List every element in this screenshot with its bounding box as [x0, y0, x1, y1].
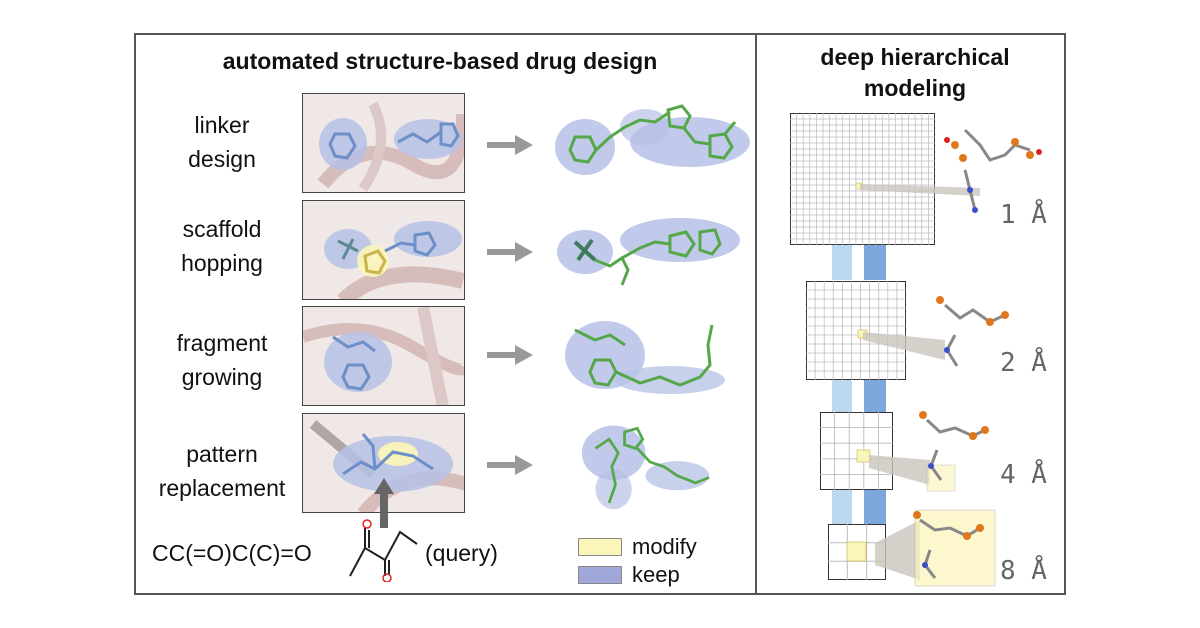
task-label-line2: design — [188, 146, 256, 172]
title-line1: deep hierarchical — [820, 44, 1010, 70]
grid-8A — [828, 524, 886, 580]
task-label-pattern-replacement: pattern replacement — [137, 437, 307, 505]
legend-keep-swatch — [578, 566, 622, 584]
task-label-fragment-growing: fragment growing — [147, 326, 297, 394]
task-label-line1: scaffold — [182, 216, 262, 242]
column-dark — [864, 490, 886, 524]
resolution-label-2A: 2 Å — [1000, 348, 1047, 378]
column-light — [832, 245, 852, 280]
query-smiles: CC(=O)C(C)=O — [152, 540, 312, 566]
right-panel-title: deep hierarchical modeling — [770, 42, 1060, 104]
linker-design-input-panel — [302, 93, 465, 193]
legend-modify-swatch — [578, 538, 622, 556]
task-label-line2: growing — [181, 364, 263, 390]
task-label-line1: pattern — [186, 441, 258, 467]
column-dark — [864, 380, 886, 412]
molecule-1 — [963, 128, 1031, 211]
legend-modify-label: modify — [632, 534, 697, 559]
task-label-linker-design: linker design — [147, 108, 297, 176]
resolution-label-1A: 1 Å — [1000, 200, 1047, 230]
task-label-line1: linker — [194, 112, 250, 138]
legend-keep-label: keep — [632, 562, 680, 587]
linker-design-result — [555, 104, 750, 175]
pattern-replacement-input-panel — [302, 413, 465, 513]
arrow-right-icon — [487, 345, 533, 365]
pattern-replacement-result — [581, 425, 710, 510]
arrow-up-icon — [374, 478, 394, 528]
task-label-line2: hopping — [181, 250, 263, 276]
grid-2A — [806, 281, 906, 380]
left-panel-title: automated structure-based drug design — [222, 48, 658, 74]
fragment-growing-result — [565, 321, 725, 394]
task-label-line2: replacement — [158, 475, 286, 501]
arrow-right-icon — [487, 135, 533, 155]
task-label-scaffold-hopping: scaffold hopping — [147, 212, 297, 280]
arrow-right-icon — [487, 455, 533, 475]
panel-divider — [755, 33, 757, 595]
zoom-molecules — [860, 128, 1042, 587]
arrow-right-icon — [487, 242, 533, 262]
scaffold-hopping-result — [557, 218, 740, 286]
scaffold-hopping-input-panel — [302, 200, 465, 300]
resolution-label-8A: 8 Å — [1000, 556, 1047, 586]
column-light — [832, 490, 852, 524]
column-dark — [864, 245, 886, 280]
column-light — [832, 380, 852, 412]
grid-1A — [790, 113, 935, 245]
fragment-growing-input-panel — [302, 306, 465, 406]
query-label: (query) — [425, 540, 498, 566]
title-line2: modeling — [863, 75, 967, 101]
query-structure-drawing — [349, 519, 418, 582]
task-label-line1: fragment — [176, 330, 268, 356]
resolution-label-4A: 4 Å — [1000, 460, 1047, 490]
